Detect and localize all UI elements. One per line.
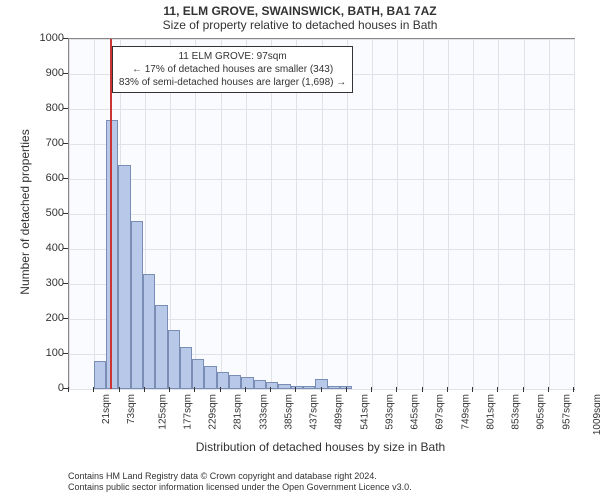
- xtick-mark: [573, 387, 574, 392]
- xtick-label: 645sqm: [410, 394, 421, 430]
- ytick-mark: [63, 213, 68, 214]
- xtick-mark: [371, 387, 372, 392]
- gridline-v: [549, 39, 550, 389]
- y-axis-label: Number of detached properties: [18, 112, 32, 312]
- xtick-mark: [523, 387, 524, 392]
- ytick-mark: [63, 318, 68, 319]
- histogram-bar: [229, 375, 241, 389]
- footer-line2: Contains public sector information licen…: [68, 482, 412, 494]
- gridline-v: [69, 39, 70, 389]
- xtick-mark: [220, 387, 221, 392]
- xtick-label: 541sqm: [359, 394, 370, 430]
- xtick-mark: [346, 387, 347, 392]
- histogram-bar: [192, 359, 204, 389]
- footer-line1: Contains HM Land Registry data © Crown c…: [68, 471, 412, 483]
- xtick-mark: [321, 387, 322, 392]
- ytick-mark: [63, 143, 68, 144]
- xtick-label: 125sqm: [157, 394, 168, 430]
- ytick-mark: [63, 283, 68, 284]
- annotation-line: 11 ELM GROVE: 97sqm: [119, 50, 346, 63]
- xtick-label: 489sqm: [334, 394, 345, 430]
- xtick-mark: [169, 387, 170, 392]
- histogram-bar: [143, 274, 155, 390]
- histogram-bar: [155, 305, 167, 389]
- xtick-label: 1009sqm: [592, 394, 600, 435]
- chart-title: 11, ELM GROVE, SWAINSWICK, BATH, BA1 7AZ: [0, 0, 600, 18]
- annotation-line: ← 17% of detached houses are smaller (34…: [119, 63, 346, 76]
- xtick-mark: [472, 387, 473, 392]
- gridline-v: [574, 39, 575, 389]
- gridline-v: [524, 39, 525, 389]
- xtick-label: 697sqm: [435, 394, 446, 430]
- xtick-label: 593sqm: [384, 394, 395, 430]
- xtick-label: 905sqm: [536, 394, 547, 430]
- xtick-mark: [422, 387, 423, 392]
- chart-subtitle: Size of property relative to detached ho…: [0, 18, 600, 32]
- gridline-v: [448, 39, 449, 389]
- x-axis-label: Distribution of detached houses by size …: [68, 440, 573, 454]
- xtick-label: 853sqm: [511, 394, 522, 430]
- histogram-bar: [94, 361, 106, 389]
- xtick-label: 73sqm: [126, 394, 137, 424]
- xtick-mark: [93, 387, 94, 392]
- xtick-label: 333sqm: [258, 394, 269, 430]
- gridline-v: [94, 39, 95, 389]
- gridline-v: [423, 39, 424, 389]
- xtick-mark: [119, 387, 120, 392]
- xtick-mark: [548, 387, 549, 392]
- ytick-label: 1000: [24, 32, 64, 44]
- ytick-mark: [63, 248, 68, 249]
- xtick-mark: [194, 387, 195, 392]
- ytick-mark: [63, 353, 68, 354]
- footer: Contains HM Land Registry data © Crown c…: [68, 471, 412, 494]
- histogram-bar: [131, 221, 143, 389]
- xtick-label: 177sqm: [182, 394, 193, 430]
- gridline-v: [397, 39, 398, 389]
- xtick-label: 437sqm: [309, 394, 320, 430]
- ytick-mark: [63, 73, 68, 74]
- xtick-label: 801sqm: [485, 394, 496, 430]
- annotation-line: 83% of semi-detached houses are larger (…: [119, 76, 346, 89]
- xtick-mark: [447, 387, 448, 392]
- gridline-v: [473, 39, 474, 389]
- ytick-mark: [63, 108, 68, 109]
- histogram-bar: [118, 165, 130, 389]
- xtick-mark: [497, 387, 498, 392]
- y-axis: 01002003004005006007008009001000: [0, 38, 68, 388]
- histogram-bar: [204, 366, 216, 389]
- histogram-bar: [180, 347, 192, 389]
- histogram-bar: [168, 330, 180, 390]
- xtick-mark: [245, 387, 246, 392]
- plot-area: 11 ELM GROVE: 97sqm← 17% of detached hou…: [68, 38, 575, 390]
- ytick-label: 200: [24, 312, 64, 324]
- xtick-mark: [144, 387, 145, 392]
- xtick-label: 281sqm: [233, 394, 244, 430]
- xtick-mark: [295, 387, 296, 392]
- annotation-box: 11 ELM GROVE: 97sqm← 17% of detached hou…: [112, 46, 353, 93]
- gridline-v: [498, 39, 499, 389]
- ytick-label: 0: [24, 382, 64, 394]
- ytick-mark: [63, 38, 68, 39]
- ytick-label: 900: [24, 67, 64, 79]
- chart-container: 11, ELM GROVE, SWAINSWICK, BATH, BA1 7AZ…: [0, 0, 600, 500]
- xtick-label: 957sqm: [561, 394, 572, 430]
- xtick-label: 229sqm: [208, 394, 219, 430]
- xtick-mark: [68, 387, 69, 392]
- xtick-label: 385sqm: [283, 394, 294, 430]
- ytick-mark: [63, 178, 68, 179]
- ytick-label: 100: [24, 347, 64, 359]
- xtick-label: 21sqm: [101, 394, 112, 424]
- xtick-label: 749sqm: [460, 394, 471, 430]
- xtick-mark: [270, 387, 271, 392]
- x-axis: 21sqm 73sqm 125sqm 177sqm 229sqm 281sqm 333sqm…: [68, 388, 573, 448]
- xtick-mark: [396, 387, 397, 392]
- gridline-v: [372, 39, 373, 389]
